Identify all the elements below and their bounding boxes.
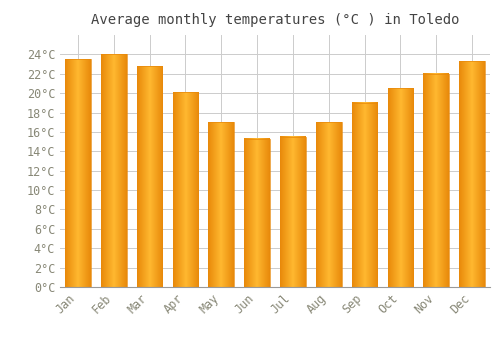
Bar	[136, 66, 162, 287]
Bar	[208, 122, 234, 287]
Bar	[101, 54, 126, 287]
Bar	[352, 103, 378, 287]
Bar	[459, 61, 485, 287]
Bar	[172, 92, 199, 287]
Title: Average monthly temperatures (°C ) in Toledo: Average monthly temperatures (°C ) in To…	[91, 13, 459, 27]
Bar	[388, 88, 413, 287]
Bar	[424, 74, 449, 287]
Bar	[316, 122, 342, 287]
Bar	[244, 139, 270, 287]
Bar	[280, 137, 306, 287]
Bar	[65, 59, 91, 287]
